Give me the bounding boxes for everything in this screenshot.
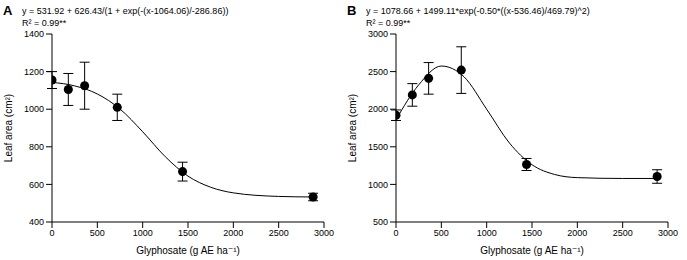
svg-text:600: 600 — [29, 180, 44, 190]
svg-text:3000: 3000 — [658, 228, 678, 238]
svg-text:1500: 1500 — [178, 228, 198, 238]
svg-text:1000: 1000 — [24, 104, 44, 114]
svg-text:Leaf area (cm²): Leaf area (cm²) — [347, 94, 358, 162]
svg-text:Glyphosate (g AE ha⁻¹): Glyphosate (g AE ha⁻¹) — [480, 245, 584, 256]
svg-text:2000: 2000 — [368, 104, 388, 114]
svg-text:3000: 3000 — [368, 29, 388, 39]
svg-text:3000: 3000 — [314, 228, 334, 238]
svg-text:0: 0 — [393, 228, 398, 238]
svg-text:1000: 1000 — [477, 228, 497, 238]
html-text:B: B — [347, 3, 357, 18]
svg-text:Glyphosate (g AE ha⁻¹): Glyphosate (g AE ha⁻¹) — [136, 245, 240, 256]
svg-text:2000: 2000 — [223, 228, 243, 238]
svg-text:1500: 1500 — [522, 228, 542, 238]
svg-text:400: 400 — [29, 217, 44, 227]
html-text:A: A — [3, 3, 13, 18]
svg-text:1000: 1000 — [368, 180, 388, 190]
svg-text:500: 500 — [373, 217, 388, 227]
svg-text:500: 500 — [434, 228, 449, 238]
svg-text:1500: 1500 — [368, 142, 388, 152]
svg-text:Leaf area (cm²): Leaf area (cm²) — [3, 94, 14, 162]
svg-text:2000: 2000 — [567, 228, 587, 238]
html-text:R² = 0.99**: R² = 0.99** — [22, 18, 67, 28]
html-text:y = 531.92 + 626.43/(1 + exp(-: y = 531.92 + 626.43/(1 + exp(-(x-1064.06… — [22, 6, 229, 16]
svg-text:1200: 1200 — [24, 67, 44, 77]
svg-text:500: 500 — [90, 228, 105, 238]
svg-text:2500: 2500 — [368, 67, 388, 77]
svg-text:2500: 2500 — [269, 228, 289, 238]
svg-text:1000: 1000 — [133, 228, 153, 238]
svg-text:800: 800 — [29, 142, 44, 152]
svg-text:0: 0 — [49, 228, 54, 238]
html-text:R² = 0.99**: R² = 0.99** — [366, 18, 411, 28]
svg-text:1400: 1400 — [24, 29, 44, 39]
html-text:y = 1078.66 + 1499.11*exp(-0.5: y = 1078.66 + 1499.11*exp(-0.50*((x-536.… — [366, 6, 590, 16]
svg-text:2500: 2500 — [613, 228, 633, 238]
